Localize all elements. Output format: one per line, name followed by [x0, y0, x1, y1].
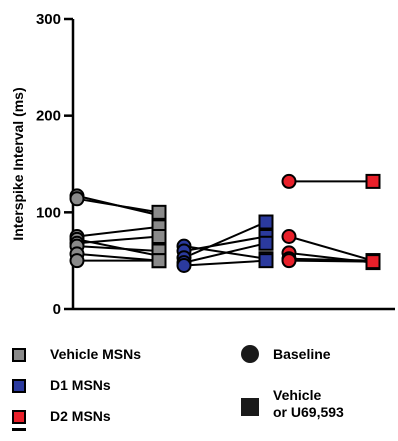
- baseline-point: [176, 258, 192, 273]
- y-tick-label: 0: [53, 301, 61, 318]
- treatment-point: [365, 173, 381, 189]
- pair-line: [183, 242, 267, 264]
- pair-lines: [76, 180, 374, 267]
- baseline-point: [281, 173, 297, 189]
- pair-line: [76, 252, 160, 262]
- baseline-point: [281, 253, 297, 269]
- baseline-point: [69, 191, 85, 207]
- baseline-point: [281, 229, 297, 244]
- treatment-point: [258, 214, 274, 230]
- treatment-point: [365, 254, 381, 270]
- pair-line: [76, 225, 160, 238]
- y-tick-label: 100: [36, 204, 61, 221]
- treatment-point: [151, 253, 167, 269]
- y-ticks: 0 100 200 300: [36, 11, 73, 318]
- pair-line: [183, 259, 267, 267]
- pair-line: [76, 235, 160, 245]
- treatment-point: [258, 235, 274, 251]
- pair-line: [288, 257, 374, 262]
- y-tick-label: 200: [36, 108, 61, 125]
- data-markers: [69, 173, 381, 273]
- baseline-point: [69, 253, 85, 269]
- pair-line: [76, 245, 160, 252]
- pair-line: [183, 221, 267, 259]
- y-axis: [71, 19, 395, 311]
- treatment-point: [151, 204, 167, 220]
- pair-line: [288, 259, 374, 263]
- pair-line: [76, 197, 160, 214]
- treatment-point: [151, 229, 167, 244]
- pair-line: [183, 235, 267, 252]
- y-tick-label: 300: [36, 11, 61, 28]
- treatment-point: [258, 253, 274, 269]
- pair-line: [288, 235, 374, 262]
- y-axis-label: Interspike Interval (ms): [10, 87, 26, 240]
